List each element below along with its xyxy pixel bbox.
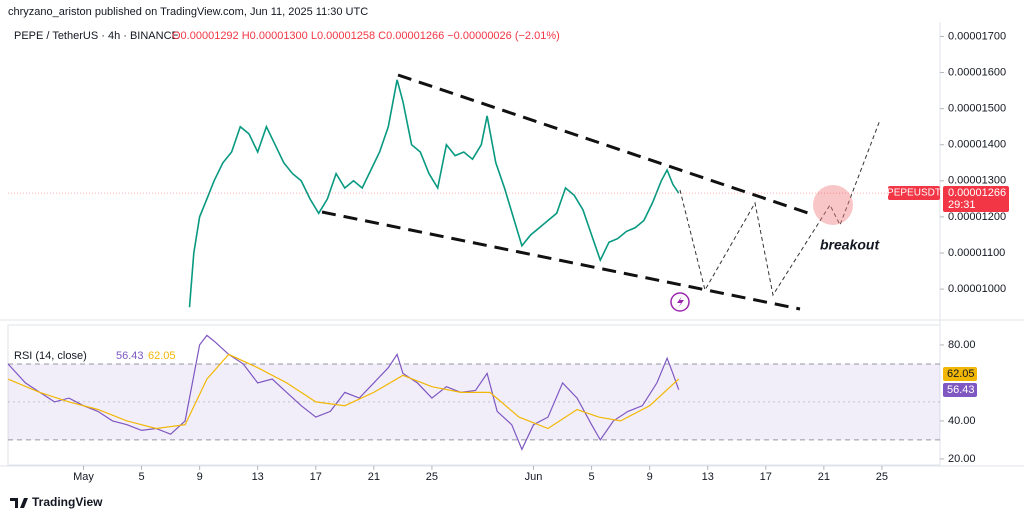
- symbol-tag-text: PEPEUSDT: [887, 188, 941, 199]
- ohlc-values: O0.00001292 H0.00001300 L0.00001258 C0.0…: [172, 30, 560, 42]
- rsi-tag-text: 62.05: [947, 368, 975, 380]
- lower-trendline: [321, 210, 801, 311]
- rsi-title: RSI (14, close): [14, 350, 87, 362]
- byline: chryzano_ariston published on TradingVie…: [8, 6, 368, 18]
- x-tick-label: 9: [647, 471, 653, 483]
- y-tick-label: 0.00001300: [948, 175, 1006, 187]
- projection-path: [679, 119, 881, 297]
- footer: TradingView: [10, 495, 103, 509]
- symbol-tag: [888, 186, 940, 200]
- breakout-label: breakout: [820, 237, 880, 253]
- y-tick-label: 0.00001500: [948, 103, 1006, 115]
- y-tick-label: 0.00001000: [948, 283, 1006, 295]
- y-tick-label: 0.00001200: [948, 211, 1006, 223]
- countdown: 29:31: [948, 199, 976, 211]
- series-line: [188, 79, 680, 308]
- x-tick-label: 17: [310, 471, 322, 483]
- y-tick-label: 40.00: [948, 415, 976, 427]
- price-tag: [943, 186, 1009, 212]
- x-tick-label: 21: [818, 471, 830, 483]
- series-line: [7, 353, 680, 430]
- x-tick-label: 25: [426, 471, 438, 483]
- x-tick-label: 5: [138, 471, 144, 483]
- y-tick-label: 20.00: [948, 453, 976, 465]
- rsi-legend-value: 56.43: [116, 350, 144, 362]
- symbol-title: PEPE / TetherUS · 4h · BINANCE: [14, 30, 179, 42]
- breakout-circle: [813, 185, 853, 225]
- y-tick-label: 0.00001400: [948, 139, 1006, 151]
- x-tick-label: Jun: [525, 471, 543, 483]
- brand: TradingView: [32, 495, 103, 509]
- x-tick-label: 13: [702, 471, 714, 483]
- x-tick-label: 5: [589, 471, 595, 483]
- rsi-legend-value: 62.05: [148, 350, 176, 362]
- y-tick-label: 0.00001600: [948, 66, 1006, 78]
- x-tick-label: 13: [252, 471, 264, 483]
- y-tick-label: 80.00: [948, 339, 976, 351]
- y-tick-label: 0.00001100: [948, 247, 1005, 259]
- upper-trendline: [397, 73, 809, 215]
- y-tick-label: 0.00001700: [948, 30, 1006, 42]
- price-tag-text: 0.00001266: [948, 187, 1006, 199]
- event-bolt: [677, 296, 684, 308]
- brand-logo: [10, 498, 28, 508]
- rsi-tag: [943, 367, 977, 381]
- x-tick-label: 25: [876, 471, 888, 483]
- x-tick-label: 9: [197, 471, 203, 483]
- x-tick-label: May: [73, 471, 94, 483]
- x-tick-label: 17: [760, 471, 772, 483]
- rsi-tag-text: 56.43: [947, 384, 975, 396]
- series-line: [7, 334, 680, 451]
- x-tick-label: 21: [368, 471, 380, 483]
- rsi-tag: [943, 383, 977, 397]
